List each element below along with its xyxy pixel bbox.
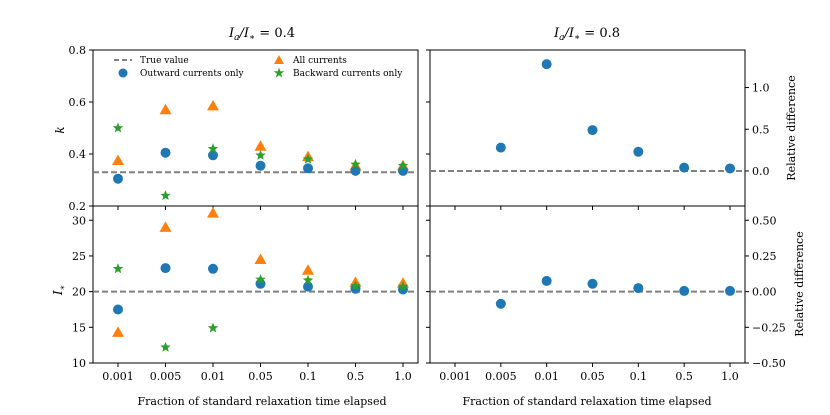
backward-point xyxy=(160,190,171,200)
bottom-right-xtick-label: 0.05 xyxy=(580,370,605,383)
outward-point xyxy=(113,304,123,315)
bottom-right-xtick-label: 1.0 xyxy=(721,370,739,383)
bottom-right-ytick-label: 0.00 xyxy=(752,286,777,299)
outward-point xyxy=(541,59,552,70)
bottom-left-ytick-label: 20 xyxy=(72,286,86,299)
backward-point xyxy=(397,281,409,292)
outward-point xyxy=(725,285,735,296)
bottom-right-frame xyxy=(429,205,746,364)
bottom-left-xtick-label: 0.05 xyxy=(248,370,273,383)
legend-outward-marker xyxy=(118,68,128,78)
legend-backward-label: Backward currents only xyxy=(293,69,403,79)
all-currents-point xyxy=(254,253,267,265)
bottom-left-xtick-label: 1.0 xyxy=(394,370,412,383)
bottom-left-frame xyxy=(92,205,419,364)
backward-point xyxy=(112,122,124,133)
bottom-right-xtick-label: 0.005 xyxy=(485,370,517,383)
outward-point xyxy=(679,285,690,296)
backward-point xyxy=(255,274,266,284)
bottom-left-ytick-label: 15 xyxy=(72,321,86,334)
bottom-right-ytick-label: −0.25 xyxy=(752,321,786,334)
top-right-ytick-label: 0.5 xyxy=(752,123,770,136)
top-left-ytick-label: 0.4 xyxy=(69,148,87,161)
bottom-right-xtick-label: 0.001 xyxy=(439,370,471,383)
outward-point xyxy=(208,150,218,161)
all-currents-point xyxy=(207,99,219,111)
outward-point xyxy=(633,146,644,157)
all-currents-point xyxy=(112,154,124,165)
top-right-ytick-label: 1.0 xyxy=(752,82,770,95)
backward-point xyxy=(112,263,124,274)
legend: True value Outward currents only All cur… xyxy=(114,55,403,79)
outward-point xyxy=(113,173,123,184)
bottom-left-ytick-label: 30 xyxy=(72,214,86,227)
outward-point xyxy=(255,160,266,171)
outward-point xyxy=(679,162,690,173)
bottom-right-ytick-label: −0.50 xyxy=(752,357,786,370)
all-currents-point xyxy=(302,264,314,275)
bottom-right-ytick-label: 0.50 xyxy=(752,214,777,227)
all-currents-point xyxy=(159,103,172,115)
outward-point xyxy=(495,298,506,309)
outward-point xyxy=(160,263,171,274)
all-currents-point xyxy=(207,207,219,218)
bottom-left-xtick-label: 0.5 xyxy=(347,370,365,383)
legend-true-value-label: True value xyxy=(140,56,189,66)
all-currents-point xyxy=(159,221,172,232)
bottom-left-ytick-label: 10 xyxy=(72,357,86,370)
outward-point xyxy=(725,163,735,174)
bottom-left-xtick-label: 0.1 xyxy=(299,370,317,383)
legend-all-marker xyxy=(274,55,284,64)
bottom-left-xtick-label: 0.005 xyxy=(150,370,182,383)
outward-point xyxy=(633,283,644,294)
backward-point xyxy=(350,158,361,169)
legend-all-label: All currents xyxy=(292,56,347,66)
legend-backward-marker xyxy=(273,67,285,78)
panel-title-right: Ia/I∗ = 0.8 xyxy=(553,26,620,43)
top-left-ytick-label: 0.2 xyxy=(69,200,87,213)
ylabel-k: k xyxy=(53,126,67,133)
ylabel-istar: I∗ xyxy=(51,285,67,296)
outward-point xyxy=(303,281,313,292)
backward-point xyxy=(302,274,314,285)
outward-point xyxy=(350,165,361,176)
outward-point xyxy=(495,142,506,153)
backward-point xyxy=(397,160,409,171)
top-left-ytick-label: 0.6 xyxy=(69,96,87,109)
backward-point xyxy=(255,149,266,160)
backward-point xyxy=(302,153,314,164)
top-left-ytick-label: 0.8 xyxy=(69,44,87,57)
outward-point xyxy=(160,147,171,158)
xlabel-left: Fraction of standard relaxation time ela… xyxy=(138,395,387,408)
outward-point xyxy=(541,275,552,286)
backward-point xyxy=(207,143,219,154)
outward-point xyxy=(303,163,313,174)
outward-point xyxy=(587,125,598,136)
legend-outward-label: Outward currents only xyxy=(140,69,245,79)
bottom-left-xtick-label: 0.001 xyxy=(102,370,134,383)
outward-point xyxy=(587,278,598,289)
backward-point xyxy=(160,341,171,352)
bottom-right-xtick-label: 0.5 xyxy=(675,370,693,383)
bottom-right-xtick-label: 0.1 xyxy=(630,370,648,383)
panel-title-left: Ia/I∗ = 0.4 xyxy=(228,26,295,43)
bottom-left-xtick-label: 0.01 xyxy=(201,370,226,383)
ylabel-relative-difference-top: Relative difference xyxy=(785,75,798,180)
backward-point xyxy=(350,280,361,291)
xlabel-right: Fraction of standard relaxation time ela… xyxy=(463,395,712,408)
all-currents-point xyxy=(112,326,124,337)
top-right-ytick-label: 0.0 xyxy=(752,165,770,178)
ylabel-relative-difference-bottom: Relative difference xyxy=(793,231,806,336)
bottom-left-ytick-label: 25 xyxy=(72,250,86,263)
bottom-right-ytick-label: 0.25 xyxy=(752,250,777,263)
backward-point xyxy=(207,322,219,333)
top-right-frame xyxy=(429,49,746,207)
all-currents-point xyxy=(254,140,267,151)
outward-point xyxy=(208,263,218,274)
bottom-right-xtick-label: 0.01 xyxy=(534,370,559,383)
